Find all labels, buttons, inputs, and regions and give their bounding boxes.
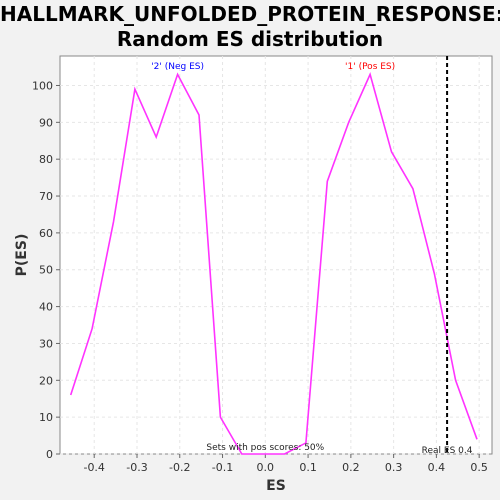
x-tick-label: -0.3 <box>126 461 147 474</box>
y-tick-label: 20 <box>39 374 53 387</box>
x-tick-label: 0.5 <box>470 461 488 474</box>
plot-area <box>59 55 493 455</box>
y-tick-label: 0 <box>46 448 53 461</box>
x-tick-label: 0.2 <box>342 461 360 474</box>
neg-es-label: '2' (Neg ES) <box>151 62 204 72</box>
sets-pos-scores-label: Sets with pos scores: 50% <box>206 443 324 453</box>
x-axis-ticks: -0.4 -0.3 -0.2 -0.1 0.0 0.1 0.2 0.3 0.4 0.5 <box>83 454 488 474</box>
y-tick-label: 60 <box>39 227 53 240</box>
pos-es-label: '1' (Pos ES) <box>345 62 395 72</box>
x-tick-label: 0.4 <box>428 461 446 474</box>
grid-lines <box>60 56 492 455</box>
y-tick-label: 50 <box>39 264 53 277</box>
y-tick-label: 100 <box>32 79 53 92</box>
y-tick-label: 80 <box>39 153 53 166</box>
y-tick-label: 70 <box>39 190 53 203</box>
x-axis-title: ES <box>266 478 286 494</box>
chart-title-line2: Random ES distribution <box>116 27 384 51</box>
y-axis-ticks: 0 10 20 30 40 50 60 70 80 90 100 <box>32 79 60 461</box>
y-tick-label: 90 <box>39 116 53 129</box>
y-tick-label: 30 <box>39 337 53 350</box>
real-es-label: Real ES 0.4 <box>422 446 473 456</box>
x-tick-label: -0.1 <box>212 461 233 474</box>
x-tick-label: -0.4 <box>83 461 104 474</box>
series-line <box>69 72 478 455</box>
x-tick-label: 0.3 <box>385 461 403 474</box>
x-tick-label: 0.1 <box>299 461 317 474</box>
y-axis-title: P(ES) <box>14 234 30 277</box>
y-tick-label: 40 <box>39 301 53 314</box>
x-tick-label: -0.2 <box>169 461 190 474</box>
y-tick-label: 10 <box>39 411 53 424</box>
x-tick-label: 0.0 <box>257 461 275 474</box>
chart-title-line1: HALLMARK_UNFOLDED_PROTEIN_RESPONSE: <box>0 2 500 26</box>
